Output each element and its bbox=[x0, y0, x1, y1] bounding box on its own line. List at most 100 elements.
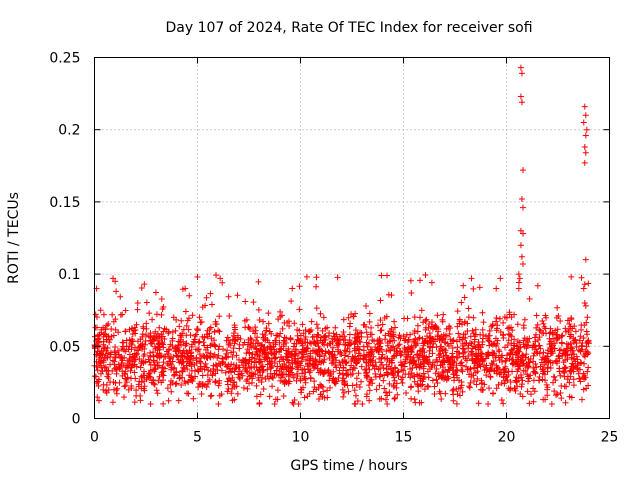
data-point bbox=[531, 350, 538, 357]
data-point bbox=[352, 310, 359, 317]
data-point bbox=[179, 330, 186, 337]
data-point bbox=[534, 282, 541, 289]
data-point bbox=[525, 363, 532, 370]
data-point bbox=[212, 361, 219, 368]
data-point bbox=[581, 103, 588, 110]
data-point bbox=[583, 126, 590, 133]
data-point bbox=[212, 343, 219, 350]
data-point bbox=[131, 399, 138, 406]
data-point bbox=[340, 316, 347, 323]
data-point bbox=[540, 330, 547, 337]
data-point bbox=[178, 382, 185, 389]
data-point bbox=[355, 350, 362, 357]
data-point bbox=[109, 311, 116, 318]
data-point bbox=[192, 339, 199, 346]
data-point bbox=[457, 360, 464, 367]
data-point bbox=[138, 360, 145, 367]
data-point bbox=[253, 393, 260, 400]
data-point bbox=[578, 322, 585, 329]
data-point bbox=[432, 322, 439, 329]
data-point bbox=[169, 329, 176, 336]
data-point bbox=[126, 357, 133, 364]
data-point bbox=[315, 385, 322, 392]
data-point bbox=[533, 364, 540, 371]
data-point bbox=[161, 325, 168, 332]
data-point bbox=[297, 377, 304, 384]
data-point bbox=[277, 377, 284, 384]
data-point bbox=[365, 382, 372, 389]
x-tick-label: 25 bbox=[601, 430, 619, 446]
data-point bbox=[121, 394, 128, 401]
data-point bbox=[280, 366, 287, 373]
data-point bbox=[340, 393, 347, 400]
data-point bbox=[582, 149, 589, 156]
data-point bbox=[464, 320, 471, 327]
data-point bbox=[246, 349, 253, 356]
data-point bbox=[451, 358, 458, 365]
data-point bbox=[188, 341, 195, 348]
data-point bbox=[261, 347, 268, 354]
data-point bbox=[270, 374, 277, 381]
data-point bbox=[377, 343, 384, 350]
data-point bbox=[302, 336, 309, 343]
data-point bbox=[507, 378, 514, 385]
data-point bbox=[571, 323, 578, 330]
data-point bbox=[475, 400, 482, 407]
data-point bbox=[429, 377, 436, 384]
data-point bbox=[231, 324, 238, 331]
data-point bbox=[198, 390, 205, 397]
data-point bbox=[526, 375, 533, 382]
y-tick-label: 0.2 bbox=[58, 123, 80, 139]
data-point bbox=[430, 340, 437, 347]
data-point bbox=[584, 349, 591, 356]
data-point bbox=[118, 360, 125, 367]
data-point bbox=[178, 368, 185, 375]
data-point bbox=[203, 294, 210, 301]
data-point bbox=[493, 314, 500, 321]
data-point bbox=[396, 332, 403, 339]
data-point bbox=[439, 316, 446, 323]
data-point bbox=[139, 331, 146, 338]
data-point bbox=[330, 354, 337, 361]
data-point bbox=[355, 370, 362, 377]
data-point bbox=[519, 230, 526, 237]
data-point bbox=[207, 368, 214, 375]
data-point bbox=[201, 353, 208, 360]
data-point bbox=[328, 350, 335, 357]
data-point bbox=[389, 369, 396, 376]
data-point bbox=[547, 325, 554, 332]
data-point bbox=[417, 314, 424, 321]
data-point bbox=[182, 342, 189, 349]
data-point bbox=[445, 325, 452, 332]
data-point bbox=[401, 363, 408, 370]
data-point bbox=[414, 328, 421, 335]
data-point bbox=[94, 363, 101, 370]
data-point bbox=[399, 379, 406, 386]
data-point bbox=[572, 328, 579, 335]
data-point bbox=[473, 350, 480, 357]
data-point bbox=[583, 385, 590, 392]
data-point bbox=[362, 354, 369, 361]
data-point bbox=[379, 351, 386, 358]
data-point bbox=[450, 386, 457, 393]
data-point bbox=[123, 379, 130, 386]
data-point bbox=[205, 380, 212, 387]
data-point bbox=[470, 314, 477, 321]
data-point bbox=[453, 372, 460, 379]
data-point bbox=[319, 383, 326, 390]
data-point bbox=[585, 337, 592, 344]
data-point bbox=[564, 351, 571, 358]
data-point bbox=[454, 308, 461, 315]
data-point bbox=[137, 364, 144, 371]
data-point bbox=[511, 311, 518, 318]
data-point bbox=[554, 358, 561, 365]
data-point bbox=[563, 383, 570, 390]
data-point bbox=[528, 391, 535, 398]
data-point bbox=[379, 321, 386, 328]
data-point bbox=[276, 333, 283, 340]
data-point bbox=[207, 290, 214, 297]
data-point bbox=[532, 331, 539, 338]
data-point bbox=[129, 330, 136, 337]
data-point bbox=[192, 373, 199, 380]
data-point bbox=[467, 365, 474, 372]
